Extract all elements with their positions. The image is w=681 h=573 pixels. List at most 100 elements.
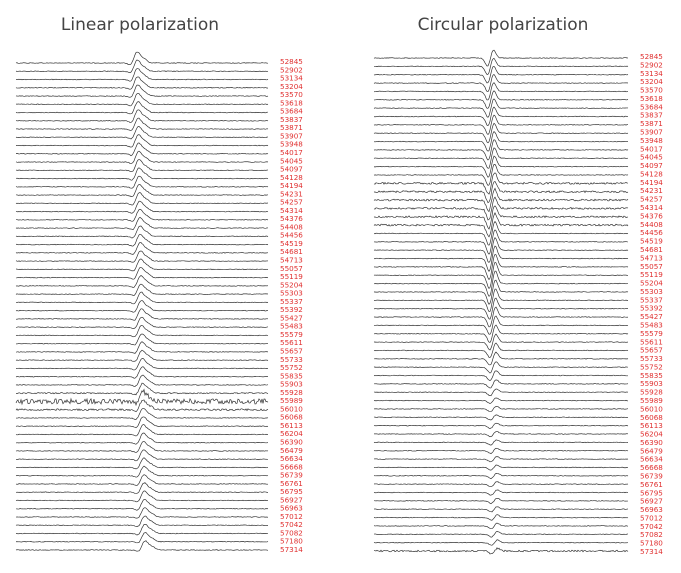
circular-profile-trace (373, 464, 629, 471)
circular-profile-trace (373, 139, 629, 161)
linear-epoch-label: 54519 (280, 239, 303, 248)
linear-epoch-label: 53134 (280, 74, 303, 83)
circular-epoch-label: 55835 (640, 371, 663, 380)
linear-epoch-label: 53204 (280, 82, 303, 91)
linear-epoch-label: 55483 (280, 322, 303, 331)
linear-epoch-label: 56634 (280, 454, 303, 463)
circular-profile-trace (373, 547, 629, 555)
linear-epoch-label: 55303 (280, 289, 303, 298)
circular-epoch-label: 54045 (640, 153, 663, 162)
linear-profile-trace (15, 208, 269, 222)
linear-epoch-label: 57314 (280, 545, 303, 554)
linear-epoch-label: 55835 (280, 371, 303, 380)
circular-epoch-label: 54128 (640, 169, 663, 178)
linear-epoch-label: 55903 (280, 380, 303, 389)
linear-epoch-label: 55733 (280, 355, 303, 364)
linear-profile-trace (15, 515, 269, 527)
linear-epoch-label: 55427 (280, 313, 303, 322)
circular-epoch-label: 54017 (640, 144, 663, 153)
linear-profile-trace (15, 101, 268, 115)
circular-epoch-label: 52845 (640, 52, 663, 61)
circular-epoch-label: 56795 (640, 488, 663, 497)
circular-profile-trace (373, 155, 629, 178)
circular-epoch-labels: 5284552902531345320453570536185368453837… (640, 52, 663, 556)
circular-epoch-label: 55928 (640, 388, 663, 397)
linear-profile-trace (15, 341, 269, 354)
linear-profile-trace (15, 524, 269, 536)
circular-epoch-label: 55989 (640, 396, 663, 405)
linear-epoch-label: 54314 (280, 206, 303, 215)
linear-profile-trace (15, 250, 269, 263)
linear-profile-trace (15, 474, 269, 486)
circular-profile-trace (373, 414, 629, 421)
circular-profile-trace (373, 472, 629, 480)
linear-profile-trace (15, 51, 269, 65)
linear-profile-trace (15, 167, 269, 181)
circular-epoch-label: 53618 (640, 94, 663, 103)
linear-profile-trace (15, 68, 269, 82)
circular-epoch-label: 56204 (640, 430, 663, 439)
linear-epoch-label: 54713 (280, 256, 303, 265)
circular-epoch-label: 55579 (640, 329, 663, 338)
linear-profile-trace (15, 216, 269, 231)
linear-profile-trace (15, 233, 269, 247)
circular-epoch-label: 53204 (640, 77, 663, 86)
circular-profile-trace (373, 539, 629, 546)
circular-epoch-label: 54314 (640, 203, 663, 212)
linear-epoch-label: 56068 (280, 413, 303, 422)
circular-profile-trace (373, 315, 629, 335)
circular-epoch-label: 55303 (640, 287, 663, 296)
linear-epoch-label: 55057 (280, 264, 303, 273)
circular-profile-trace (374, 379, 629, 389)
circular-profile-trace (373, 406, 629, 412)
circular-profile-trace (373, 82, 629, 101)
circular-epoch-label: 56113 (640, 421, 663, 430)
circular-polarization-panel: Circular polarization 528455290253134532… (373, 15, 663, 556)
linear-epoch-label: 55657 (280, 346, 303, 355)
circular-profile-trace (373, 439, 629, 446)
linear-epoch-label: 56739 (280, 471, 303, 480)
circular-epoch-label: 53837 (640, 111, 663, 120)
linear-profile-trace (15, 125, 269, 140)
circular-profile-trace (373, 211, 629, 238)
linear-profile-trace (15, 388, 269, 407)
circular-epoch-label: 53948 (640, 136, 663, 145)
linear-epoch-label: 54408 (280, 222, 303, 231)
linear-epoch-label: 57012 (280, 512, 303, 521)
circular-profile-trace (373, 531, 629, 538)
linear-epoch-label: 53837 (280, 115, 303, 124)
circular-profile-trace (373, 361, 629, 374)
circular-profile-trace (373, 236, 629, 263)
circular-profile-trace (373, 245, 629, 272)
linear-profile-trace (15, 424, 269, 437)
circular-epoch-label: 54257 (640, 195, 663, 204)
circular-profile-trace (373, 122, 629, 144)
linear-epoch-label: 56795 (280, 487, 303, 496)
linear-profile-trace (15, 258, 269, 272)
linear-profile-trace (15, 283, 269, 296)
circular-profile-trace (373, 106, 629, 126)
linear-profile-trace (15, 267, 269, 280)
circular-epoch-label: 53907 (640, 128, 663, 137)
circular-profile-trace (373, 306, 629, 328)
linear-epoch-label: 56479 (280, 446, 303, 455)
circular-panel-title: Circular polarization (418, 15, 589, 35)
linear-profile-trace (15, 399, 269, 413)
linear-profile-trace (15, 76, 269, 90)
linear-epoch-label: 54017 (280, 148, 303, 157)
circular-profile-trace (373, 297, 629, 320)
linear-epoch-label: 52902 (280, 65, 303, 74)
circular-epoch-label: 54456 (640, 228, 663, 237)
linear-epoch-label: 54045 (280, 156, 303, 165)
linear-profile-trace (15, 241, 269, 255)
linear-profile-trace (15, 117, 269, 131)
linear-profile-trace (15, 59, 269, 73)
circular-epoch-label: 57042 (640, 522, 663, 531)
circular-epoch-label: 53684 (640, 102, 663, 111)
linear-profile-trace (16, 357, 269, 371)
linear-profile-trace (15, 275, 269, 289)
linear-profile-trace (15, 225, 269, 239)
circular-epoch-label: 54231 (640, 186, 663, 195)
circular-profile-trace (373, 220, 629, 246)
circular-epoch-label: 52902 (640, 60, 663, 69)
